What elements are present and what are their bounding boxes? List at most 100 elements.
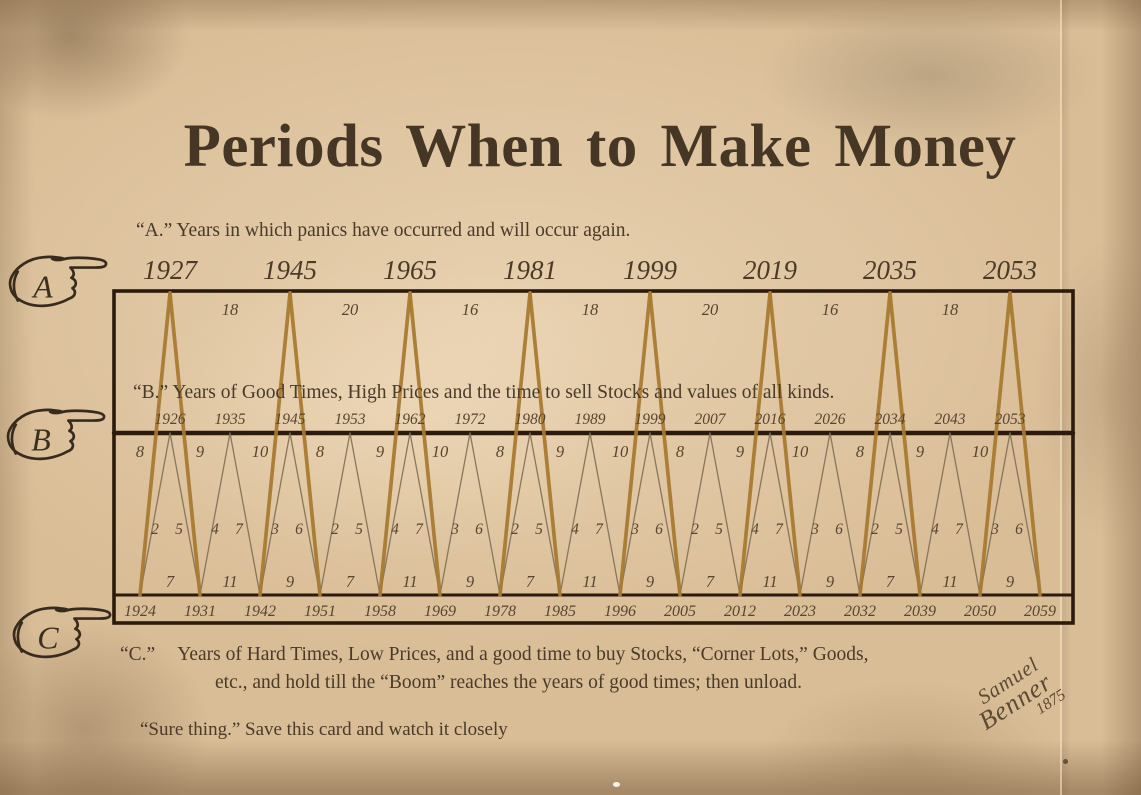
b-interval-label: 10 [612, 442, 629, 461]
b-year-label: 1999 [635, 411, 666, 428]
hand-cuff-line [10, 423, 18, 455]
c-year-label: 1958 [364, 603, 396, 620]
b-year-label: 2034 [875, 411, 906, 428]
c-year-label: 2005 [664, 603, 696, 620]
b-year-label: 2053 [995, 411, 1026, 428]
hand-outline [8, 255, 108, 308]
minor-cycle-leg [919, 432, 951, 596]
rise-years-label: 3 [450, 521, 459, 538]
b-interval-label: 10 [252, 442, 269, 461]
c-interval-label: 11 [762, 572, 777, 591]
c-interval-label: 7 [706, 572, 715, 591]
c-year-label: 2039 [904, 603, 936, 620]
hand-letter-c: C [37, 620, 59, 655]
minor-cycle-leg [739, 432, 771, 596]
b-year-label: 1953 [335, 411, 366, 428]
minor-cycle-leg [619, 432, 651, 596]
section-c-text: Years of Hard Times, Low Prices, and a g… [177, 644, 869, 665]
b-interval-label: 10 [432, 442, 449, 461]
section-c-description-line1: “C.” Years of Hard Times, Low Prices, and… [120, 644, 869, 666]
b-interval-label: 9 [196, 442, 204, 461]
hand-letter-b: B [31, 422, 51, 457]
rise-years-label: 4 [751, 521, 759, 538]
fall-years-label: 6 [295, 521, 303, 538]
c-year-label: 2023 [784, 603, 816, 620]
a-year-label: 1927 [143, 255, 199, 285]
fall-years-label: 7 [775, 521, 784, 538]
rise-years-label: 4 [931, 521, 939, 538]
paper-speck [1063, 759, 1068, 764]
minor-cycle-leg [379, 432, 411, 596]
major-cycle-leg [288, 291, 322, 597]
hand-knuckle-mark [48, 409, 64, 415]
b-interval-label: 8 [496, 442, 505, 461]
c-interval-label: 7 [886, 572, 895, 591]
minor-cycle-leg [439, 432, 471, 596]
minor-cycle-leg [169, 432, 201, 596]
section-a-description: “A.” Years in which panics have occurred… [136, 220, 631, 241]
major-cycle-leg [408, 291, 442, 597]
c-year-label: 2050 [964, 603, 996, 620]
a-interval-label: 18 [222, 300, 239, 319]
a-interval-label: 18 [942, 300, 959, 319]
a-year-label: 1999 [623, 255, 678, 285]
minor-cycle-leg [949, 432, 981, 596]
minor-cycle-leg [499, 432, 531, 596]
hand-outline [6, 408, 106, 461]
c-interval-label: 11 [402, 572, 417, 591]
minor-cycle-leg [559, 432, 591, 596]
c-interval-label: 11 [222, 572, 237, 591]
c-year-label: 1931 [184, 603, 216, 620]
c-year-label: 1978 [484, 603, 516, 620]
rise-years-label: 3 [630, 521, 639, 538]
major-cycle-leg [648, 291, 682, 597]
fall-years-label: 5 [715, 521, 723, 538]
fall-years-label: 6 [1015, 521, 1023, 538]
a-year-label: 2019 [743, 255, 798, 285]
rise-years-label: 4 [571, 521, 579, 538]
minor-cycle-leg [139, 432, 171, 596]
c-year-label: 1924 [124, 603, 156, 620]
fall-years-label: 7 [235, 521, 244, 538]
minor-cycle-leg [289, 432, 321, 596]
a-interval-label: 18 [582, 300, 599, 319]
b-interval-label: 8 [856, 442, 865, 461]
b-year-label: 1972 [455, 411, 486, 428]
b-year-label: 1989 [575, 411, 606, 428]
paper-crease [1060, 0, 1062, 795]
rise-years-label: 2 [151, 521, 159, 538]
c-interval-label: 7 [346, 572, 355, 591]
major-cycle-leg [378, 291, 412, 597]
rise-years-label: 3 [270, 521, 279, 538]
minor-cycle-leg [1009, 432, 1041, 596]
rise-years-label: 3 [990, 521, 999, 538]
b-interval-label: 9 [376, 442, 384, 461]
major-cycle-leg [768, 291, 802, 597]
minor-cycle-leg [529, 432, 561, 596]
c-year-label: 1942 [244, 603, 276, 620]
hand-cuff-line [16, 621, 24, 653]
minor-cycle-leg [979, 432, 1011, 596]
c-interval-label: 9 [646, 572, 654, 591]
hand-knuckle-mark [50, 256, 66, 262]
c-interval-label: 7 [526, 572, 535, 591]
minor-cycle-leg [649, 432, 681, 596]
page-title: Periods When to Make Money [183, 113, 1017, 180]
fall-years-label: 5 [895, 521, 903, 538]
paper-speck [613, 782, 620, 787]
hand-cuff-line [12, 270, 20, 302]
a-year-label: 2053 [983, 255, 1037, 285]
c-interval-label: 7 [166, 572, 175, 591]
minor-cycle-leg [409, 432, 441, 596]
rise-years-label: 2 [871, 521, 879, 538]
minor-cycle-leg [469, 432, 501, 596]
c-interval-label: 9 [826, 572, 834, 591]
a-interval-label: 16 [822, 300, 839, 319]
c-interval-label: 11 [582, 572, 597, 591]
major-cycle-leg [168, 291, 202, 597]
c-year-label: 2059 [1024, 603, 1056, 620]
a-year-label: 1945 [263, 255, 317, 285]
major-cycle-leg [258, 291, 292, 597]
